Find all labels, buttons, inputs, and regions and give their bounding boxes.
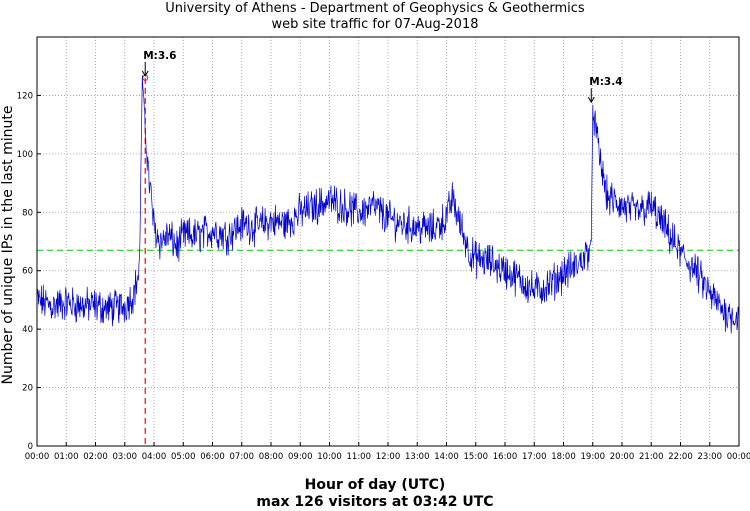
y-axis: 0 20 40 60 80 100 120 xyxy=(17,91,41,452)
x-tick-label: 20:00 xyxy=(610,452,635,462)
x-tick-label: 05:00 xyxy=(171,452,196,462)
annotation-label: M:3.4 xyxy=(589,76,622,88)
x-tick-label: 00:00 xyxy=(727,452,750,462)
x-tick-label: 02:00 xyxy=(83,452,108,462)
series-group xyxy=(36,75,740,334)
y-tick-label: 120 xyxy=(17,91,33,101)
x-tick-label: 15:00 xyxy=(464,452,489,462)
x-tick-label: 03:00 xyxy=(113,452,138,462)
annotation-label: M:3.6 xyxy=(143,50,176,62)
y-tick-label: 100 xyxy=(17,150,33,160)
annotation-arrowhead xyxy=(587,96,595,104)
x-tick-label: 12:00 xyxy=(376,452,401,462)
grid-lines xyxy=(37,37,739,446)
x-tick-label: 18:00 xyxy=(551,452,576,462)
x-axis-note: max 126 visitors at 03:42 UTC xyxy=(256,494,494,510)
x-axis-label: Hour of day (UTC) xyxy=(304,477,446,493)
chart-title: University of Athens - Department of Geo… xyxy=(165,1,585,16)
x-tick-label: 09:00 xyxy=(288,452,313,462)
y-tick-label: 80 xyxy=(22,208,33,218)
y-tick-label: 60 xyxy=(22,267,33,277)
y-tick-label: 20 xyxy=(22,384,33,394)
x-axis: 00:00 01:00 02:00 03:00 04:00 05:00 06:00 07:00… xyxy=(25,442,750,462)
annotations: M:3.6 M:3.4 xyxy=(141,50,623,104)
x-tick-label: 14:00 xyxy=(434,452,459,462)
x-tick-label: 07:00 xyxy=(230,452,255,462)
x-tick-label: 17:00 xyxy=(522,452,547,462)
annotation-arrowhead xyxy=(141,70,149,77)
y-axis-label: Number of unique IPs in the last minute xyxy=(0,106,16,385)
x-tick-label: 22:00 xyxy=(668,452,693,462)
x-tick-label: 01:00 xyxy=(54,452,79,462)
chart-subtitle: web site traffic for 07-Aug-2018 xyxy=(271,17,479,32)
x-tick-label: 06:00 xyxy=(200,452,225,462)
x-tick-label: 19:00 xyxy=(581,452,606,462)
x-tick-label: 04:00 xyxy=(142,452,167,462)
x-tick-label: 16:00 xyxy=(493,452,518,462)
x-tick-label: 10:00 xyxy=(317,452,342,462)
x-tick-label: 00:00 xyxy=(25,452,50,462)
x-tick-label: 23:00 xyxy=(698,452,723,462)
x-tick-label: 08:00 xyxy=(259,452,284,462)
series-line xyxy=(36,75,740,334)
y-tick-label: 0 xyxy=(28,442,33,452)
x-tick-label: 11:00 xyxy=(347,452,372,462)
x-tick-label: 21:00 xyxy=(639,452,664,462)
y-tick-label: 40 xyxy=(22,325,33,335)
x-tick-label: 13:00 xyxy=(405,452,430,462)
